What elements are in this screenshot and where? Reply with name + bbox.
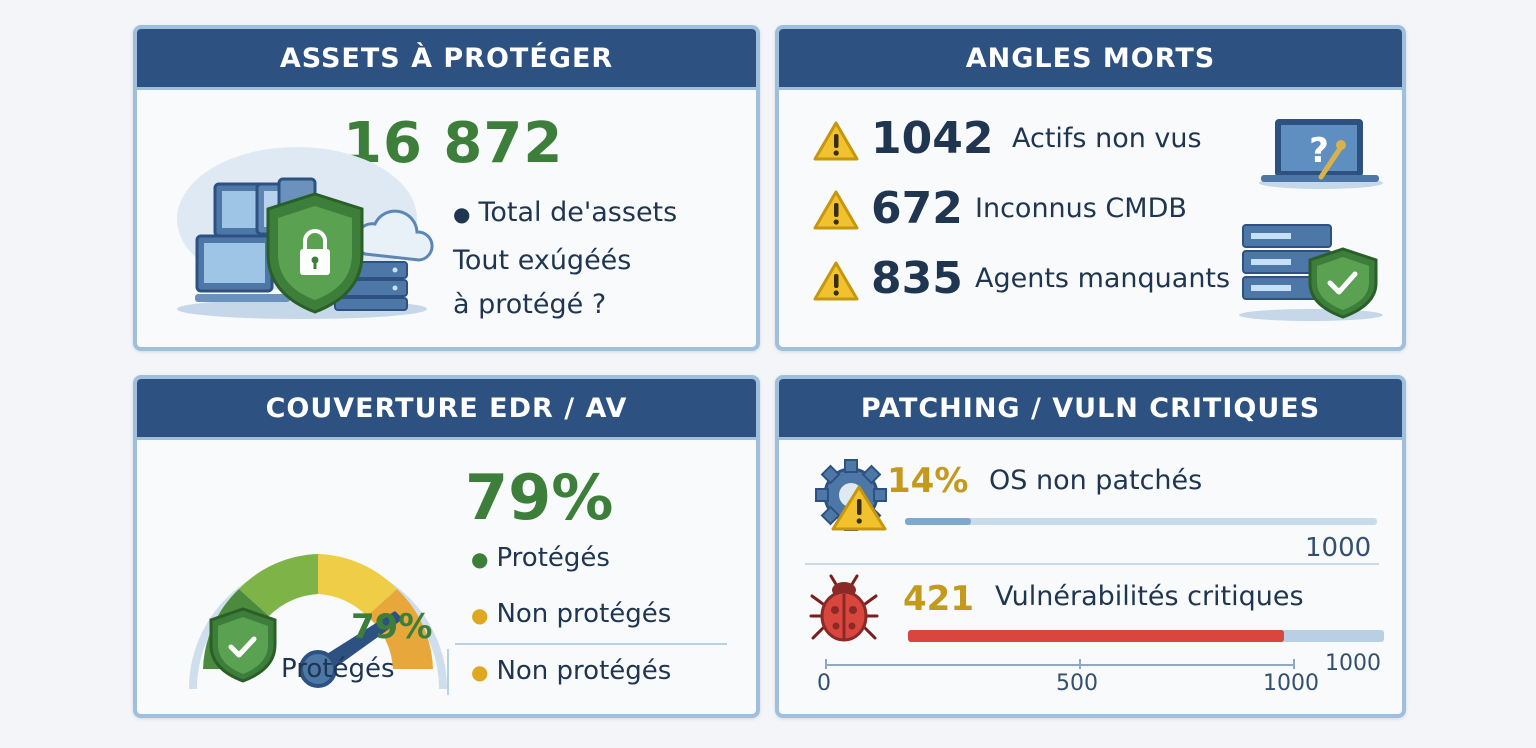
- shield-check-icon: [209, 607, 277, 683]
- edr-legend-item: ● Protégés: [471, 543, 610, 573]
- blind-spot-value: 835: [871, 253, 963, 304]
- critical-vulns-label: Vulnérabilités critiques: [995, 581, 1304, 612]
- blind-spot-label: Actifs non vus: [1012, 123, 1202, 154]
- edr-percent: 79%: [465, 461, 614, 534]
- blind-spot-label: Agents manquants: [975, 263, 1231, 294]
- bullet-dot: ●: [453, 201, 471, 226]
- edr-legend-label: Protégés: [496, 543, 610, 573]
- blind-spot-value: 1042: [871, 113, 994, 164]
- assets-card-title: ASSETS À PROTÉGER: [137, 29, 756, 90]
- critical-vulns-bar-track: [908, 630, 1384, 642]
- blind-spot-value: 672: [871, 183, 963, 234]
- edr-legend-item: ● Non protégés: [471, 656, 671, 686]
- edr-legend-label: Non protégés: [496, 599, 672, 629]
- svg-text:?: ?: [1309, 131, 1329, 171]
- gauge-segment-yellow: [318, 554, 397, 616]
- server-shield-icon: [1239, 224, 1383, 321]
- vulns-axis-tick-label: 1000: [1263, 671, 1319, 696]
- blind-spots-card: ANGLES MORTS 1042 Actifs non vus 672 Inc…: [775, 25, 1406, 351]
- edr-gauge-label: Protégés: [281, 654, 395, 684]
- patching-divider: [805, 563, 1379, 565]
- edr-legend-divider: [455, 643, 727, 645]
- critical-vulns-max: 1000: [1325, 651, 1381, 676]
- vulns-axis-tick: [825, 659, 827, 669]
- gear-warning-icon: [815, 459, 887, 531]
- os-unpatched-bar-track: [905, 518, 1377, 525]
- os-unpatched-max: 1000: [1305, 533, 1372, 563]
- vulns-axis-tick: [1079, 659, 1081, 669]
- blind-spot-label: Inconnus CMDB: [975, 193, 1187, 224]
- gauge-segment-green: [239, 554, 318, 616]
- patching-card-title: PATCHING / VULN CRITIQUES: [779, 379, 1402, 440]
- edr-gauge: [189, 554, 447, 690]
- shield-lock-icon: [266, 192, 364, 314]
- legend-dot-gold: ●: [471, 602, 489, 627]
- critical-vulns-bar-fill: [908, 630, 1285, 642]
- warning-icon: [813, 121, 859, 161]
- legend-dot-gold: ●: [471, 659, 489, 684]
- edr-card: COUVERTURE EDR / AV 79% Protégés 79% ● Pr…: [133, 375, 760, 718]
- assets-bullet-label: Total de'assets: [478, 197, 678, 228]
- os-unpatched-value: 14%: [887, 461, 969, 501]
- assets-question-line2: à protégé ?: [453, 289, 607, 320]
- warning-icon: [813, 190, 859, 230]
- edr-legend-vertical-divider: [447, 649, 449, 695]
- gauge-segment-orange: [367, 589, 433, 669]
- assets-illustration: [177, 147, 434, 319]
- assets-card: ASSETS À PROTÉGER 16 872: [133, 25, 760, 351]
- laptop-question-icon: ?: [1259, 119, 1383, 189]
- vulns-axis-tick-label: 500: [1056, 671, 1098, 696]
- os-unpatched-label: OS non patchés: [989, 465, 1203, 496]
- vulns-axis-tick-label: 0: [817, 671, 831, 696]
- vulns-axis-tick: [1293, 659, 1295, 669]
- bug-icon: [809, 574, 879, 642]
- vulns-axis-line: [825, 664, 1295, 666]
- legend-dot-green: ●: [471, 546, 489, 571]
- gauge-hub: [299, 650, 337, 688]
- blind-spots-card-title: ANGLES MORTS: [779, 29, 1402, 90]
- assets-total-value: 16 872: [343, 111, 564, 176]
- assets-question-line1: Tout exúgéés: [453, 245, 632, 276]
- os-unpatched-bar-fill: [905, 518, 972, 525]
- edr-card-title: COUVERTURE EDR / AV: [137, 379, 756, 440]
- critical-vulns-value: 421: [903, 579, 974, 619]
- edr-legend-label: Non protégés: [496, 656, 672, 686]
- warning-icon: [813, 261, 859, 301]
- edr-gauge-percent: 79%: [351, 607, 433, 647]
- assets-bullet: ● Total de'assets: [453, 197, 677, 228]
- edr-legend-item: ● Non protégés: [471, 599, 671, 629]
- patching-card: PATCHING / VULN CRITIQUES 14% OS non pat…: [775, 375, 1406, 718]
